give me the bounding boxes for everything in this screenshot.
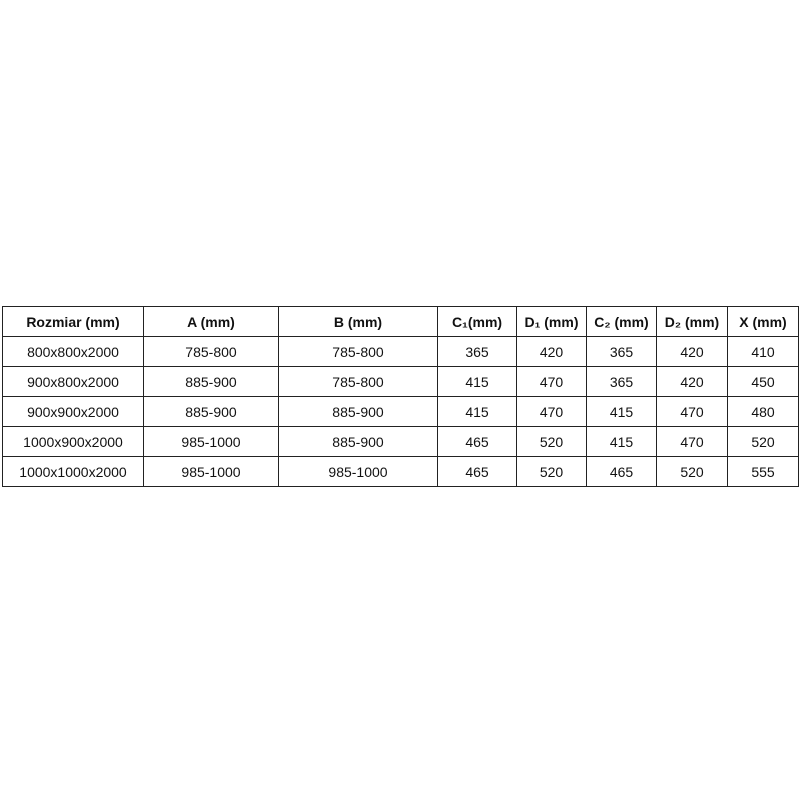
header-c2: C₂ (mm) — [586, 306, 657, 337]
table-cell: 470 — [516, 366, 587, 397]
header-d2: D₂ (mm) — [656, 306, 728, 337]
table-cell: 985-1000 — [278, 456, 438, 487]
table-cell: 885-900 — [143, 366, 279, 397]
table-cell: 365 — [437, 336, 517, 367]
table-cell: 885-900 — [278, 396, 438, 427]
table-cell: 520 — [727, 426, 799, 457]
table-cell: 985-1000 — [143, 456, 279, 487]
header-a: A (mm) — [143, 306, 279, 337]
table-cell: 415 — [586, 426, 657, 457]
table-cell: 415 — [586, 396, 657, 427]
table-cell: 520 — [516, 426, 587, 457]
table-cell: 470 — [656, 426, 728, 457]
table-cell: 885-900 — [143, 396, 279, 427]
header-d1: D₁ (mm) — [516, 306, 587, 337]
table-cell: 800x800x2000 — [2, 336, 144, 367]
header-x: X (mm) — [727, 306, 799, 337]
table-cell: 900x800x2000 — [2, 366, 144, 397]
table-cell: 1000x1000x2000 — [2, 456, 144, 487]
table-cell: 465 — [586, 456, 657, 487]
table-cell: 785-800 — [278, 366, 438, 397]
table-cell: 785-800 — [278, 336, 438, 367]
table-cell: 555 — [727, 456, 799, 487]
table-cell: 465 — [437, 426, 517, 457]
table-row: 1000x900x2000 985-1000 885-900 465 520 415 470… — [2, 426, 799, 457]
table-cell: 520 — [656, 456, 728, 487]
dimensions-table: Rozmiar (mm) A (mm) B (mm) C₁(mm) D₁ (mm… — [2, 306, 799, 487]
table-cell: 885-900 — [278, 426, 438, 457]
table-row: 900x800x2000 885-900 785-800 415 470 365 420 45… — [2, 366, 799, 397]
table-row: 900x900x2000 885-900 885-900 415 470 415 470 48… — [2, 396, 799, 427]
header-b: B (mm) — [278, 306, 438, 337]
table-cell: 985-1000 — [143, 426, 279, 457]
table-cell: 520 — [516, 456, 587, 487]
table-row: 1000x1000x2000 985-1000 985-1000 465 520 465 5… — [2, 456, 799, 487]
header-c1: C₁(mm) — [437, 306, 517, 337]
header-size: Rozmiar (mm) — [2, 306, 144, 337]
table-cell: 1000x900x2000 — [2, 426, 144, 457]
table-cell: 420 — [516, 336, 587, 367]
table-cell: 900x900x2000 — [2, 396, 144, 427]
table-cell: 450 — [727, 366, 799, 397]
table-cell: 420 — [656, 336, 728, 367]
table-cell: 410 — [727, 336, 799, 367]
table-cell: 465 — [437, 456, 517, 487]
table-cell: 480 — [727, 396, 799, 427]
header-row: Rozmiar (mm) A (mm) B (mm) C₁(mm) D₁ (mm… — [2, 306, 799, 337]
table-cell: 365 — [586, 336, 657, 367]
table-row: 800x800x2000 785-800 785-800 365 420 365 420 41… — [2, 336, 799, 367]
table-cell: 785-800 — [143, 336, 279, 367]
table-cell: 470 — [656, 396, 728, 427]
table-cell: 365 — [586, 366, 657, 397]
table-cell: 470 — [516, 396, 587, 427]
table-cell: 415 — [437, 366, 517, 397]
table-cell: 415 — [437, 396, 517, 427]
table-cell: 420 — [656, 366, 728, 397]
